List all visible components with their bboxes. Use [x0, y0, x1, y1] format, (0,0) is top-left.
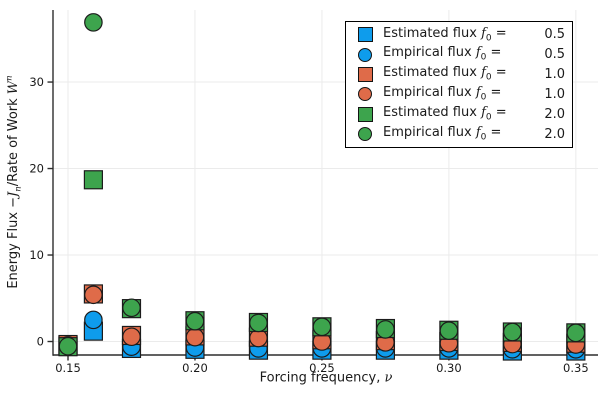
legend-entry: Empirical flux f0 = 1.0	[353, 86, 565, 103]
y-axis-title: Energy Flux −Jn/Rate of Work Wn	[4, 75, 24, 289]
data-point-circle	[185, 327, 205, 347]
x-axis-title: Forcing frequency, ν	[259, 370, 393, 386]
data-point-square	[83, 170, 103, 190]
legend-entry-label: Estimated flux f0 =	[383, 65, 507, 83]
legend-marker-circle	[358, 47, 372, 62]
legend-marker-square	[357, 106, 373, 122]
data-point-circle	[185, 311, 205, 331]
legend-entry: Estimated flux f0 = 2.0	[353, 106, 565, 123]
legend-entry-label: Estimated flux f0 =	[383, 104, 507, 123]
data-point-circle	[84, 13, 103, 32]
legend-entry-label: Empirical flux f0 =	[383, 85, 502, 103]
data-point-circle	[566, 323, 586, 343]
data-point-circle	[376, 320, 395, 339]
legend-entry-value: 2.0	[544, 106, 565, 122]
data-point-circle	[122, 298, 141, 318]
legend-entry-value: 0.5	[544, 27, 565, 43]
legend-entry-value: 1.0	[544, 86, 565, 102]
data-point-circle	[249, 313, 268, 333]
y-tick-label: 30	[29, 75, 44, 89]
x-tick-label: 0.15	[55, 361, 81, 375]
x-tick-label: 0.35	[563, 361, 589, 375]
y-tick-label: 10	[29, 248, 44, 262]
data-point-circle	[58, 336, 78, 356]
legend-entry-label: Estimated flux f0 =	[383, 25, 507, 44]
legend-entry: Estimated flux f0 = 1.0	[353, 66, 565, 83]
legend-entry-label: Empirical flux f0 =	[383, 45, 502, 64]
legend-marker-box	[353, 67, 377, 83]
y-tick-label: 20	[29, 162, 44, 176]
legend-marker-box	[353, 127, 377, 142]
legend-entry: Estimated flux f0 = 0.5	[353, 27, 565, 44]
legend-marker-circle	[358, 127, 372, 142]
data-point-circle	[439, 321, 459, 340]
data-point-circle	[84, 310, 103, 330]
legend-entry-value: 1.0	[544, 67, 565, 83]
legend-marker-circle	[358, 87, 372, 102]
legend-entry-label: Empirical flux f0 =	[383, 124, 502, 143]
data-point-circle	[84, 285, 103, 305]
data-point-circle	[122, 327, 141, 347]
legend-entry-value: 0.5	[544, 47, 565, 63]
legend-marker-box	[353, 47, 377, 62]
y-tick-label: 0	[37, 335, 44, 349]
legend-marker-square	[357, 67, 373, 83]
data-point-circle	[503, 322, 522, 342]
legend: Estimated flux f0 = 0.5 Empirical flux f0 …	[345, 21, 573, 148]
x-tick-label: 0.25	[309, 361, 335, 375]
legend-marker-box	[353, 27, 377, 43]
legend-entry: Empirical flux f0 = 2.0	[353, 126, 565, 143]
x-tick-label: 0.20	[182, 361, 208, 375]
legend-marker-box	[353, 106, 377, 122]
legend-marker-square	[357, 27, 373, 43]
data-point-circle	[312, 317, 332, 337]
x-tick-label: 0.30	[436, 361, 462, 375]
legend-marker-box	[353, 87, 377, 102]
legend-entry: Empirical flux f0 = 0.5	[353, 46, 565, 63]
legend-entry-value: 2.0	[544, 126, 565, 142]
